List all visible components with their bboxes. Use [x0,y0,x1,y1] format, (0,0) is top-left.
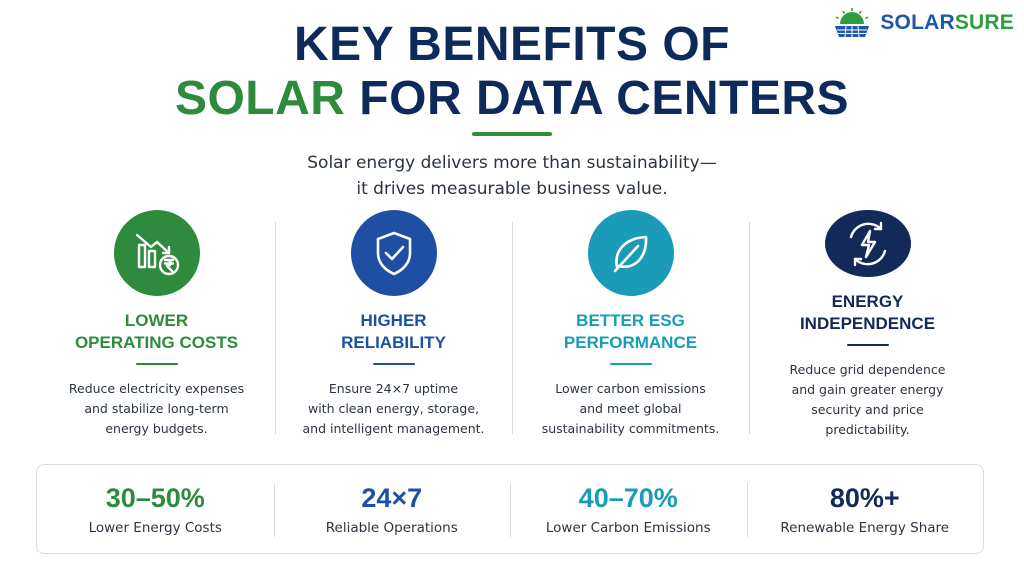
benefit-title: ENERGY INDEPENDENCE [799,292,936,334]
subtitle-line1: Solar energy delivers more than sustaina… [307,153,717,173]
stat-value: 24×7 [361,483,423,513]
benefit-title: HIGHER RELIABILITY [341,311,446,352]
lightning-cycle-icon [824,210,911,278]
benefit-divider [372,363,415,365]
benefit-title: BETTER ESG PERFORMANCE [563,311,698,352]
benefit-description: Ensure 24×7 uptime with clean energy, sto… [302,381,485,436]
benefit-higher-reliability: HIGHER RELIABILITY Ensure 24×7 uptime with… [275,210,512,440]
shield-check-icon [350,210,437,296]
stat-value: 80%+ [829,483,900,513]
cost-chart-rupee-icon [113,210,200,296]
benefit-description: Lower carbon emissions and meet global sus… [541,381,720,436]
benefit-description: Reduce electricity expenses and stabilize… [68,381,245,436]
stat-energy-costs: 30–50% Lower Energy Costs [37,465,274,553]
benefit-divider [609,363,652,365]
benefit-lower-operating-costs: LOWER OPERATING COSTS Reduce electricity … [38,210,275,440]
title-divider [472,132,552,136]
stats-panel: 30–50% Lower Energy Costs 24×7 Reliable … [36,464,984,554]
stat-reliable-operations: 24×7 Reliable Operations [273,465,511,553]
benefit-title: LOWER OPERATING COSTS [74,311,239,352]
benefit-better-esg-performance: BETTER ESG PERFORMANCE Lower carbon emiss… [512,210,749,440]
benefit-divider [135,363,178,365]
stat-label: Lower Carbon Emissions [545,520,711,536]
stat-value: 40–70% [578,483,678,513]
stat-label: Lower Energy Costs [88,520,222,536]
stat-renewable-share: 80%+ Renewable Energy Share [746,465,984,553]
subtitle-line2: it drives measurable business value. [356,179,668,199]
stat-value: 30–50% [105,483,205,513]
benefits-section: LOWER OPERATING COSTS Reduce electricity … [38,210,986,440]
benefit-energy-independence: ENERGY INDEPENDENCE Reduce grid dependenc… [749,210,986,440]
benefit-description: Reduce grid dependence and gain greater e… [789,362,946,437]
page-title-line2: SOLAR FOR DATA CENTERS [174,72,850,125]
brand-name: SOLARSURE [880,11,1014,34]
page-title: KEY BENEFITS OF SOLAR FOR DATA CENTERS [0,18,1024,126]
stat-label: Reliable Operations [325,520,458,536]
sun-panel-icon [835,8,870,38]
brand-logo: SOLARSURE [832,8,1014,38]
subtitle: Solar energy delivers more than sustaina… [0,150,1024,202]
stat-label: Renewable Energy Share [780,520,950,536]
leaf-icon [587,210,674,296]
page-title-line1: KEY BENEFITS OF [293,18,730,71]
benefit-divider [846,344,889,346]
stat-carbon-emissions: 40–70% Lower Carbon Emissions [510,465,747,553]
